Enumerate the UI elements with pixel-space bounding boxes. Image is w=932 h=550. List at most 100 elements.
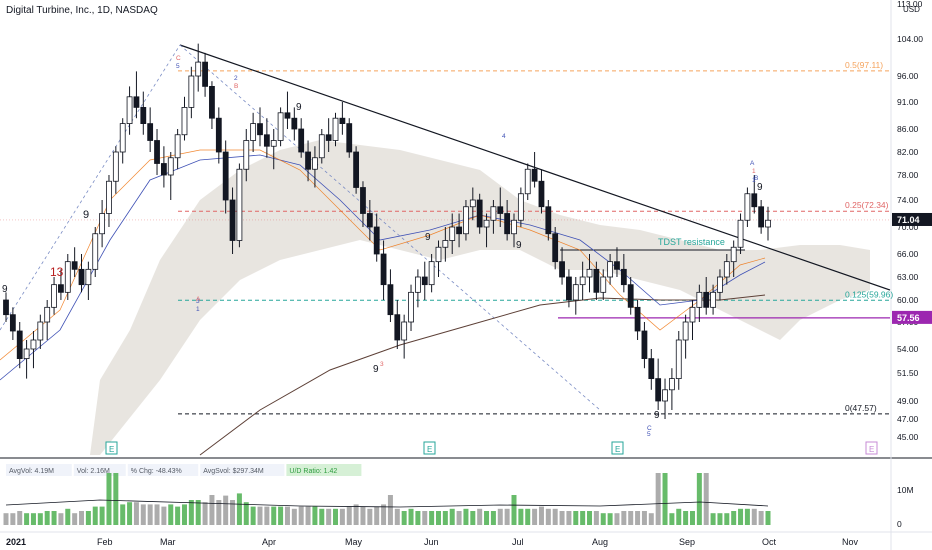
candle-body [291, 117, 298, 130]
volume-bar [284, 506, 290, 525]
volume-stat-label: AvgVol: 4.19M [9, 468, 54, 475]
candle-body [394, 314, 401, 341]
candle-body [51, 284, 57, 308]
volume-bar [545, 508, 551, 525]
volume-bar [497, 508, 503, 525]
volume-bar [236, 493, 242, 525]
candle-body [174, 134, 181, 159]
fib-diagonal [179, 44, 601, 411]
candle-body [614, 261, 620, 270]
td-count-label: 9 [373, 364, 379, 375]
candle-body [710, 291, 716, 308]
volume-bar [703, 473, 709, 525]
candle-body [167, 157, 174, 176]
candle-body [353, 151, 360, 188]
candle-body [229, 199, 236, 241]
volume-bar [738, 508, 744, 525]
volume-bar [676, 508, 682, 525]
time-axis: 2021 Feb Mar Apr May Jun Jul Aug Sep Oct Nov [6, 537, 859, 547]
volume-stat-label: Vol: 2.16M [77, 468, 110, 475]
candle-body [408, 291, 414, 323]
volume-bar [600, 513, 606, 525]
candle-body [373, 226, 380, 255]
price-tick-label: 96.00 [897, 71, 919, 81]
volume-bar [44, 511, 50, 525]
volume-bar [504, 508, 510, 525]
volume-bar [683, 511, 689, 525]
candle-body [154, 140, 160, 164]
candle-body [298, 128, 305, 153]
volume-stat-label: AvgSvol: $297.34M [203, 468, 264, 475]
candle-body [270, 140, 277, 147]
volume-bar [353, 504, 359, 525]
volume-bar [456, 511, 462, 525]
wave-label: 4 [502, 133, 506, 140]
time-tick-label: May [345, 537, 363, 547]
candle-body [586, 268, 593, 278]
fib-level-label: 0.25(72.34) [845, 200, 889, 210]
candle-body [85, 268, 92, 286]
time-tick-label: Aug [592, 537, 608, 547]
candle-body [641, 330, 648, 360]
price-tag-text: 71.04 [897, 215, 920, 225]
candle-body [634, 306, 641, 332]
price-tag-text: 57.56 [897, 313, 920, 323]
volume-bar [367, 508, 373, 525]
candle-body [662, 389, 668, 402]
volume-bar [216, 500, 222, 525]
volume-bars [3, 473, 771, 525]
ma-50-line [0, 154, 766, 381]
volume-stat-label: U/D Ratio: 1.42 [289, 468, 337, 475]
price-tick-label: 91.00 [897, 97, 919, 107]
wave-label: C [176, 55, 181, 62]
candle-body [119, 123, 126, 153]
volume-bar [154, 504, 160, 525]
volume-bar [333, 508, 339, 525]
candle-body [16, 330, 23, 360]
candle-body [696, 291, 703, 308]
candle-body [531, 168, 538, 182]
candle-body [188, 75, 195, 108]
candle-body [332, 117, 339, 141]
time-tick-label: Sep [679, 537, 695, 547]
candle-body [648, 358, 655, 380]
candle-body [566, 276, 572, 301]
earnings-marker-box [105, 441, 118, 455]
price-tag-box [892, 310, 932, 324]
volume-stat-box [6, 464, 72, 476]
volume-bar [525, 508, 531, 525]
candle-body [9, 314, 16, 332]
volume-bar [264, 506, 270, 525]
wave-label: 3 [196, 298, 200, 305]
volume-bar [717, 513, 723, 525]
volume-stat-label: % Chg: -48.43% [131, 468, 182, 475]
wave-label: B [234, 83, 238, 90]
candle-body [243, 140, 250, 170]
candle-body [627, 284, 634, 308]
volume-bar [449, 508, 455, 525]
volume-bar [724, 513, 730, 525]
volume-bar [291, 508, 297, 525]
volume-bar [477, 508, 483, 525]
volume-bar [65, 508, 71, 525]
volume-bar [490, 511, 496, 525]
candle-body [312, 157, 318, 170]
wave-label: A [196, 296, 201, 303]
candle-body [414, 276, 421, 293]
volume-bar [188, 500, 194, 525]
volume-bar [230, 500, 236, 525]
volume-stat-box [200, 464, 285, 476]
volume-bar [72, 513, 78, 525]
volume-bar [552, 508, 558, 525]
fib-level-label: 0.5(97.11) [845, 60, 883, 70]
candle-body [339, 117, 346, 124]
wave-label: 3 [380, 361, 384, 368]
volume-bar [113, 473, 119, 525]
volume-bar [120, 504, 126, 525]
volume-bar [223, 495, 229, 525]
candle-body [497, 206, 504, 214]
volume-axis-label: 10M [897, 485, 914, 495]
candle-body [387, 284, 394, 316]
